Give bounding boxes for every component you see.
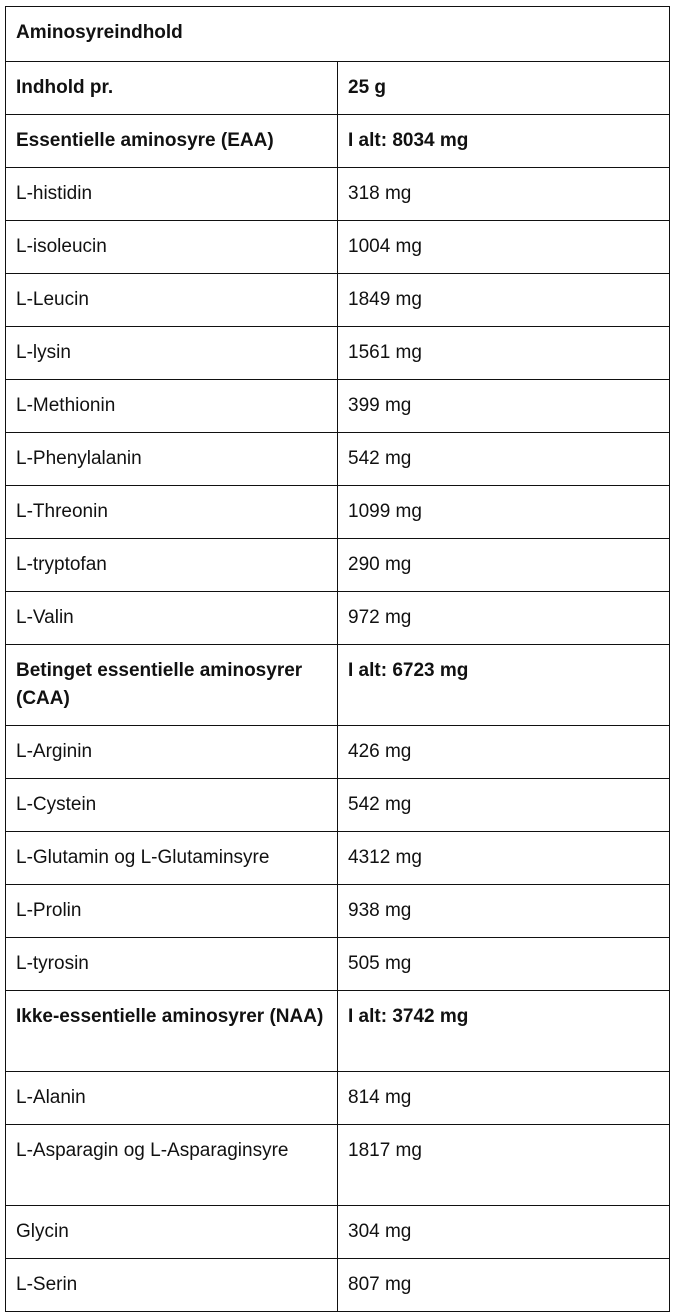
table-title: Aminosyreindhold — [5, 6, 670, 62]
section-header-row: Ikke-essentielle aminosyrer (NAA) I alt: … — [5, 990, 670, 1072]
amino-acid-name: L-Asparagin og L-Asparaginsyre — [5, 1124, 338, 1206]
amino-acid-amount: 290 mg — [337, 538, 670, 592]
amino-acid-name: Essentielle aminosyre (EAA) — [5, 114, 338, 168]
amino-acid-name: L-Prolin — [5, 884, 338, 938]
amino-acid-name: L-Valin — [5, 591, 338, 645]
table-row: L-Methionin 399 mg — [5, 379, 670, 433]
table-row: L-Glutamin og L-Glutaminsyre 4312 mg — [5, 831, 670, 885]
amino-acid-name: L-Leucin — [5, 273, 338, 327]
amino-acid-name: L-isoleucin — [5, 220, 338, 274]
table-row: L-Prolin 938 mg — [5, 884, 670, 938]
amino-acid-name: L-histidin — [5, 167, 338, 221]
amino-acid-name: Indhold pr. — [5, 61, 338, 115]
amino-acid-amount: 972 mg — [337, 591, 670, 645]
amino-acid-name: L-tyrosin — [5, 937, 338, 991]
amino-acid-amount: 807 mg — [337, 1258, 670, 1312]
amino-acid-name: Betinget essentielle aminosyrer (CAA) — [5, 644, 338, 726]
amino-acid-name: L-Glutamin og L-Glutaminsyre — [5, 831, 338, 885]
amino-acid-amount: 426 mg — [337, 725, 670, 779]
section-header-row: Indhold pr. 25 g — [5, 61, 670, 115]
table-row: L-Alanin 814 mg — [5, 1071, 670, 1125]
amino-acid-amount: 505 mg — [337, 937, 670, 991]
amino-acid-amount: 1099 mg — [337, 485, 670, 539]
amino-acid-name: L-Serin — [5, 1258, 338, 1312]
table-row: L-lysin 1561 mg — [5, 326, 670, 380]
amino-acid-name: L-Arginin — [5, 725, 338, 779]
amino-acid-name: Ikke-essentielle aminosyrer (NAA) — [5, 990, 338, 1072]
amino-acid-amount: 1004 mg — [337, 220, 670, 274]
amino-acid-name: L-Alanin — [5, 1071, 338, 1125]
amino-acid-name: L-Methionin — [5, 379, 338, 433]
amino-acid-amount: 1817 mg — [337, 1124, 670, 1206]
amino-acid-name: L-lysin — [5, 326, 338, 380]
amino-acid-amount: 814 mg — [337, 1071, 670, 1125]
amino-acid-amount: 938 mg — [337, 884, 670, 938]
amino-acid-amount: 542 mg — [337, 432, 670, 486]
amino-acid-name: L-Threonin — [5, 485, 338, 539]
amino-acid-amount: 318 mg — [337, 167, 670, 221]
amino-acid-amount: 399 mg — [337, 379, 670, 433]
table-row: L-Valin 972 mg — [5, 591, 670, 645]
amino-acid-amount: I alt: 6723 mg — [337, 644, 670, 726]
table-row: L-tryptofan 290 mg — [5, 538, 670, 592]
table-row: L-Arginin 426 mg — [5, 725, 670, 779]
amino-acid-name: L-tryptofan — [5, 538, 338, 592]
amino-acid-amount: 1849 mg — [337, 273, 670, 327]
table-row: L-Phenylalanin 542 mg — [5, 432, 670, 486]
amino-acid-amount: I alt: 8034 mg — [337, 114, 670, 168]
table-row: L-Leucin 1849 mg — [5, 273, 670, 327]
amino-acid-amount: 25 g — [337, 61, 670, 115]
amino-acid-name: Glycin — [5, 1205, 338, 1259]
amino-acid-amount: 1561 mg — [337, 326, 670, 380]
table-row: L-Cystein 542 mg — [5, 778, 670, 832]
section-header-row: Betinget essentielle aminosyrer (CAA) I a… — [5, 644, 670, 726]
table-row: L-histidin 318 mg — [5, 167, 670, 221]
table-row: L-tyrosin 505 mg — [5, 937, 670, 991]
amino-acid-amount: 542 mg — [337, 778, 670, 832]
table-row: L-Threonin 1099 mg — [5, 485, 670, 539]
section-header-row: Essentielle aminosyre (EAA) I alt: 8034 m… — [5, 114, 670, 168]
amino-acid-name: L-Cystein — [5, 778, 338, 832]
table-row: L-isoleucin 1004 mg — [5, 220, 670, 274]
amino-acid-amount: I alt: 3742 mg — [337, 990, 670, 1072]
amino-acid-amount: 304 mg — [337, 1205, 670, 1259]
amino-acid-table: Aminosyreindhold Indhold pr. 25 g Essentie… — [5, 6, 670, 1312]
amino-acid-name: L-Phenylalanin — [5, 432, 338, 486]
table-row: Glycin 304 mg — [5, 1205, 670, 1259]
table-title-row: Aminosyreindhold — [5, 6, 670, 62]
table-row: L-Asparagin og L-Asparaginsyre 1817 mg — [5, 1124, 670, 1206]
table-row: L-Serin 807 mg — [5, 1258, 670, 1312]
amino-acid-amount: 4312 mg — [337, 831, 670, 885]
